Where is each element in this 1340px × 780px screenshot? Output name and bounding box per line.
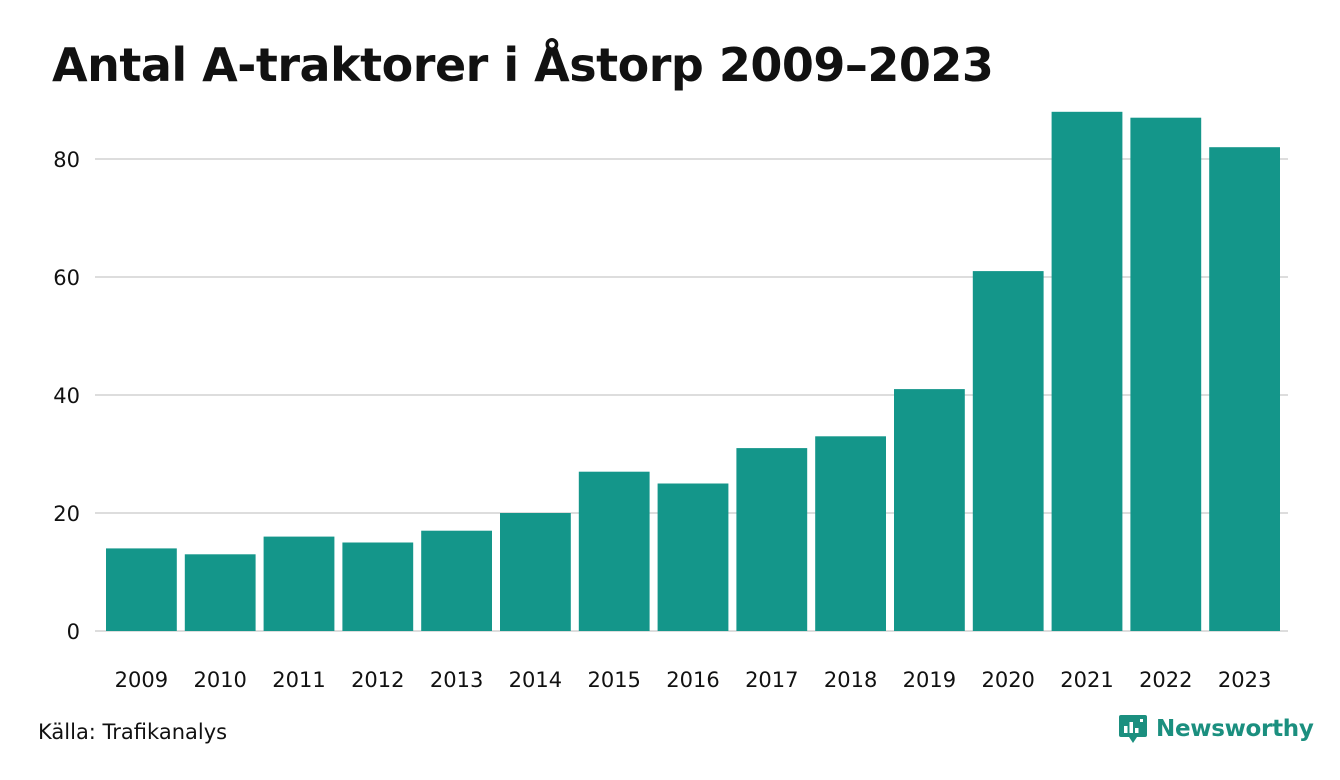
source-note: Källa: Trafikanalys [38, 720, 228, 744]
bar-2021 [1051, 111, 1123, 632]
x-tick-label: 2022 [1139, 668, 1192, 692]
y-tick-label: 60 [53, 266, 80, 290]
x-tick-label: 2015 [587, 668, 640, 692]
x-tick-label: 2017 [745, 668, 798, 692]
newsworthy-chart-bubble-icon [1119, 715, 1147, 743]
x-tick-label: 2021 [1060, 668, 1113, 692]
x-tick-label: 2011 [272, 668, 325, 692]
x-tick-label: 2019 [903, 668, 956, 692]
bar-2009 [106, 548, 177, 631]
x-axis-ticks: 2009 2010 2011 2012 2013 2014 2015 2016 2017 2018… [115, 668, 1272, 692]
bar-2019 [894, 389, 965, 631]
bar-2022 [1130, 117, 1202, 631]
bar-2020 [972, 271, 1044, 631]
bar-2013 [421, 530, 492, 631]
x-tick-label: 2013 [430, 668, 483, 692]
x-tick-label: 2018 [824, 668, 877, 692]
chart-title: Antal A-traktorer i Åstorp 2009–2023 [52, 38, 994, 92]
brand-name: Newsworthy [1156, 716, 1314, 742]
bar-2015 [578, 471, 650, 631]
x-tick-label: 2014 [509, 668, 562, 692]
bar-2014 [500, 513, 571, 631]
bar-2011 [263, 536, 335, 631]
bar-2023 [1209, 147, 1280, 631]
bar-2012 [342, 542, 414, 631]
x-tick-label: 2020 [981, 668, 1034, 692]
x-tick-label: 2012 [351, 668, 404, 692]
bar-2016 [657, 483, 729, 631]
y-tick-label: 40 [53, 384, 80, 408]
brand-logo: Newsworthy [1118, 713, 1314, 745]
y-axis-ticks: 0 20 40 60 80 [53, 148, 80, 644]
x-tick-label: 2010 [193, 668, 246, 692]
bar-2017 [736, 448, 808, 631]
bar-2010 [184, 554, 256, 631]
bar-2018 [815, 436, 886, 631]
y-tick-label: 0 [67, 620, 80, 644]
bars [106, 111, 1280, 632]
x-tick-label: 2023 [1218, 668, 1271, 692]
y-tick-label: 20 [53, 502, 80, 526]
x-tick-label: 2016 [666, 668, 719, 692]
y-tick-label: 80 [53, 148, 80, 172]
x-tick-label: 2009 [115, 668, 168, 692]
